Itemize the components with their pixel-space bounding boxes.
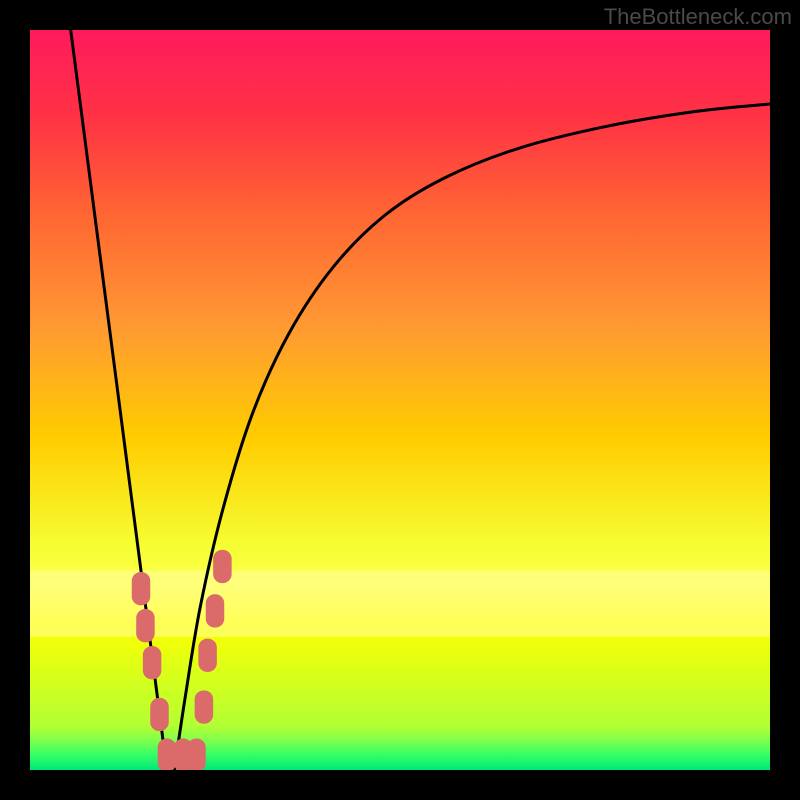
data-marker [150, 698, 169, 731]
data-marker [132, 572, 151, 605]
data-marker [195, 690, 214, 723]
plot-svg [30, 30, 770, 770]
plot-area [30, 30, 770, 770]
data-marker [158, 739, 177, 770]
data-marker [136, 609, 155, 642]
data-marker [198, 639, 217, 672]
data-marker [206, 594, 225, 627]
data-marker [187, 739, 206, 770]
data-marker [213, 550, 232, 583]
data-marker [143, 646, 162, 679]
chart-container: TheBottleneck.com [0, 0, 800, 800]
gradient-background [30, 30, 770, 770]
watermark-text: TheBottleneck.com [604, 4, 792, 30]
